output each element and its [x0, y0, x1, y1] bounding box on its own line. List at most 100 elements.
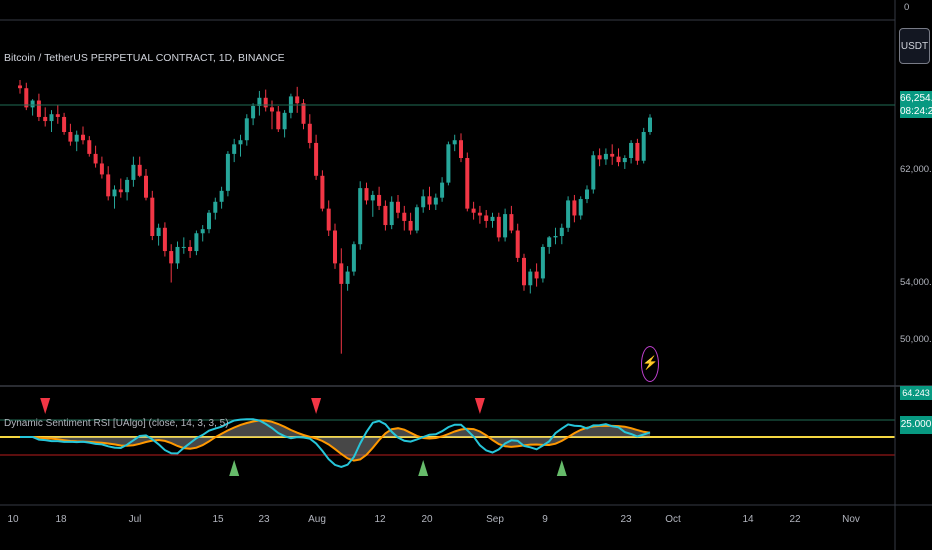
candle-body [402, 212, 407, 221]
candle-body [188, 246, 193, 252]
candle-body [181, 246, 186, 248]
candle-body [522, 257, 526, 286]
candle-body [629, 142, 634, 158]
x-axis-label: 18 [55, 514, 67, 525]
candle-body [446, 144, 451, 183]
candle-body [156, 227, 161, 236]
candle-body [125, 179, 130, 193]
candle-body [194, 233, 199, 252]
candle-body [351, 244, 356, 272]
candle-body [377, 194, 382, 206]
candle-body [408, 220, 413, 231]
candle-body [339, 263, 344, 284]
candle-body [490, 216, 495, 221]
x-axis-label: 22 [789, 514, 801, 525]
candle-body [370, 194, 375, 201]
candle-body [547, 237, 552, 247]
candle-body [578, 199, 583, 216]
candle-body [364, 188, 369, 201]
price-axis-label: 62,000.0 [900, 164, 932, 175]
candle-body [452, 140, 457, 145]
candle-body [610, 153, 615, 157]
candle-body [396, 201, 400, 213]
candle-body [559, 227, 564, 236]
candle-body [496, 216, 501, 238]
lightning-icon[interactable]: ⚡ [641, 346, 659, 382]
candle-body [36, 100, 41, 117]
candle-body [270, 107, 274, 112]
price-axis-label: 50,000.0 [900, 334, 932, 345]
buy-signal-icon [418, 460, 429, 476]
buy-signal-icon [556, 460, 567, 476]
candle-body [326, 208, 331, 231]
candle-body [333, 230, 337, 264]
candle-body [87, 140, 92, 154]
x-axis-label: 9 [542, 514, 548, 525]
x-axis-label: Nov [842, 514, 860, 525]
candle-body [244, 118, 249, 141]
candle-body [572, 200, 577, 216]
rsi-line [20, 418, 651, 469]
candle-body [276, 111, 281, 130]
x-axis-label: 14 [742, 514, 754, 525]
candle-body [93, 153, 98, 164]
candle-body [200, 229, 205, 234]
candle-body [112, 189, 117, 197]
price-axis-label: 54,000.0 [900, 277, 932, 288]
candle-body [320, 175, 325, 209]
candle-body [301, 103, 306, 124]
candle-body [74, 134, 79, 142]
candle-body [225, 153, 230, 191]
candle-body [635, 142, 640, 161]
bar-countdown: 08:24:27 [900, 106, 932, 117]
candle-body [534, 271, 539, 279]
candle-body [597, 155, 602, 160]
x-axis-label: 12 [374, 514, 386, 525]
chart-title: Bitcoin / TetherUS PERPETUAL CONTRACT, 1… [4, 52, 285, 64]
candle-body [358, 188, 363, 245]
candle-body [503, 214, 508, 238]
candle-body [30, 100, 35, 108]
indicator-top-value: 64.243 [900, 386, 932, 400]
candle-body [24, 88, 29, 108]
candle-body [219, 190, 224, 202]
candle-body [566, 200, 571, 228]
candle-body [118, 189, 123, 193]
sell-signal-icon [40, 398, 51, 414]
currency-button[interactable]: USDT [899, 28, 930, 64]
candle-body [99, 163, 104, 175]
candle-body [603, 153, 608, 160]
candle-body [232, 144, 237, 154]
candle-body [213, 201, 218, 213]
candle-body [150, 197, 155, 236]
candle-body [144, 175, 148, 198]
candle-body [433, 197, 438, 205]
current-price-label: 66,254.3 08:24:27 [900, 91, 932, 118]
candle-body [648, 117, 652, 132]
candle-body [131, 164, 136, 180]
indicator-title[interactable]: Dynamic Sentiment RSI [UAlgo] (close, 14… [4, 418, 229, 429]
candle-body [465, 158, 470, 209]
candle-body [383, 205, 388, 226]
candle-body [540, 246, 545, 279]
candle-body [440, 182, 445, 198]
candle-body [528, 271, 533, 286]
candle-body [622, 158, 627, 163]
candle-body [345, 271, 350, 284]
candle-body [175, 246, 180, 264]
candle-body [585, 189, 589, 200]
candle-body [553, 236, 558, 238]
candle-body [106, 174, 111, 197]
candle-body [81, 134, 85, 141]
candle-body [55, 114, 60, 117]
price-axis-top: 0 [904, 2, 910, 13]
candle-body [251, 106, 256, 119]
candle-body [421, 196, 426, 208]
buy-signal-icon [229, 460, 240, 476]
candle-body [509, 214, 514, 231]
candle-body [591, 155, 596, 190]
candle-body [616, 156, 621, 163]
candle-body [414, 207, 419, 231]
candlestick-series [18, 80, 652, 354]
